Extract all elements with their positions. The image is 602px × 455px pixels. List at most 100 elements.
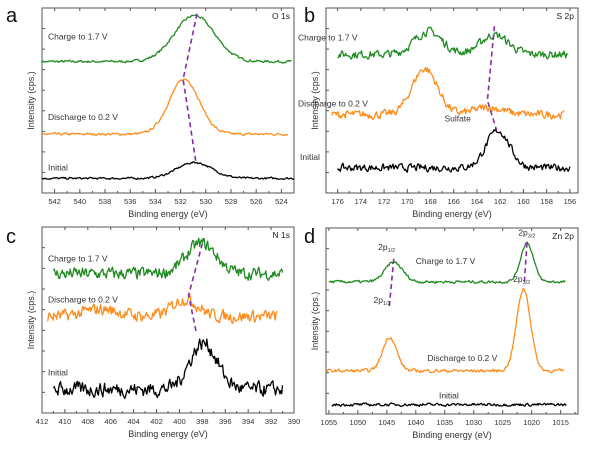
x-tick-label: 1035 [436, 418, 453, 427]
x-tick-label: 392 [265, 417, 278, 426]
x-tick-label: 158 [540, 197, 553, 206]
x-tick-label: 398 [196, 417, 209, 426]
x-tick-label: 164 [471, 197, 484, 206]
series-line-initial [331, 402, 567, 407]
series-line-discharge [42, 78, 289, 137]
element-label: Zn 2p [552, 231, 574, 241]
plot-frame [325, 7, 579, 194]
x-tick-label: 404 [127, 417, 140, 426]
y-axis-label: Intensity (cps.) [26, 291, 36, 350]
element-label: O 1s [272, 11, 290, 21]
x-tick-label: 536 [124, 197, 137, 206]
x-tick-label: 176 [331, 197, 344, 206]
series-line-initial [337, 127, 571, 173]
series-line-initial [52, 338, 284, 400]
x-tick-label: 530 [200, 197, 213, 206]
annotation-subscript: 1/2 [383, 301, 391, 307]
series-line-discharge [331, 66, 565, 120]
x-tick-label: 156 [564, 197, 577, 206]
peak-annotation: 2p3/2 [518, 228, 535, 240]
x-tick-label: 1025 [494, 418, 511, 427]
x-tick-label: 528 [225, 197, 238, 206]
x-tick-label: 168 [424, 197, 437, 206]
plot-frame [325, 227, 579, 415]
peak-annotation: 2p1/2 [378, 242, 395, 254]
peak-shift-guide [523, 242, 528, 286]
series-line-discharge [325, 287, 565, 374]
peak-annotation: 2p1/2 [374, 295, 391, 307]
x-tick-label: 390 [288, 417, 301, 426]
panel-b: b S 2p 176 174 172 170 168 166 164 162 160 158 156 Bi… [298, 5, 579, 219]
series-line-charge [337, 26, 569, 60]
panel-a: a O 1s 542 540 538 536 534 532 530 528 526 524 Bindi… [6, 5, 295, 219]
x-tick-label: 394 [242, 417, 255, 426]
x-tick-label: 1020 [523, 418, 540, 427]
series-label: Initial [48, 162, 68, 172]
series-label: Initial [439, 391, 459, 401]
peak-shift-guide [187, 243, 204, 335]
peak-annotation: Sulfate [444, 114, 471, 124]
x-tick-label: 166 [447, 197, 460, 206]
series-label: Charge to 1.7 V [298, 32, 358, 42]
x-tick-label: 524 [275, 197, 288, 206]
series-label: Discharge to 0.2 V [48, 112, 118, 122]
x-tick-label: 1055 [321, 418, 338, 427]
series-line-charge [41, 14, 292, 64]
x-tick-label: 1015 [552, 418, 569, 427]
x-tick-label: 1040 [407, 418, 424, 427]
x-tick-label: 402 [150, 417, 163, 426]
x-tick-label: 396 [219, 417, 232, 426]
x-axis-label: Binding energy (eV) [412, 209, 492, 219]
series-line-discharge [47, 292, 278, 325]
series-label: Charge to 1.7 V [416, 256, 476, 266]
x-tick-label: 400 [173, 417, 186, 426]
peak-annotation: 2p3/2 [513, 274, 530, 286]
y-axis-label: Intensity (cps.) [310, 71, 320, 130]
x-tick-label: 410 [59, 417, 72, 426]
series-label: Charge to 1.7 V [48, 254, 108, 264]
panel-d: d Zn 2p 1055 1050 1045 1040 1035 1030 1025 1020 10… [304, 226, 579, 440]
x-tick-label: 526 [250, 197, 263, 206]
x-tick-label: 160 [517, 197, 530, 206]
x-tick-label: 162 [494, 197, 507, 206]
x-tick-label: 532 [174, 197, 187, 206]
series-label: Discharge to 0.2 V [427, 353, 497, 363]
x-tick-label: 408 [82, 417, 95, 426]
panel-letter: a [6, 5, 18, 27]
annotation-subscript: 3/2 [523, 280, 531, 286]
annotation-subscript: 1/2 [388, 248, 396, 254]
series-line-initial [41, 161, 295, 181]
panel-letter: d [304, 226, 315, 248]
x-tick-label: 1030 [465, 418, 482, 427]
x-tick-label: 1045 [378, 418, 395, 427]
y-axis-label: Intensity (cps.) [26, 71, 36, 130]
series-label: Initial [48, 367, 68, 377]
x-axis-label: Binding energy (eV) [128, 429, 208, 439]
y-axis-label: Intensity (cps.) [310, 292, 320, 351]
series-line-charge [328, 241, 566, 285]
panel-c: c N 1s 412 410 408 406 404 402 400 398 396 394 392 39… [6, 226, 300, 439]
x-tick-label: 540 [74, 197, 87, 206]
x-axis-label: Binding energy (eV) [128, 209, 208, 219]
element-label: N 1s [273, 230, 290, 240]
x-tick-label: 406 [104, 417, 117, 426]
series-label: Discharge to 0.2 V [48, 294, 118, 304]
x-tick-label: 538 [99, 197, 112, 206]
series-label: Charge to 1.7 V [48, 32, 108, 42]
x-tick-label: 172 [378, 197, 391, 206]
x-tick-label: 412 [36, 417, 49, 426]
x-tick-label: 170 [401, 197, 414, 206]
x-tick-label: 534 [149, 197, 162, 206]
peak-shift-guide [486, 26, 498, 131]
x-tick-label: 542 [48, 197, 61, 206]
x-tick-label: 1050 [350, 418, 367, 427]
series-line-charge [52, 237, 284, 282]
panel-letter: b [304, 5, 315, 27]
series-label: Discharge to 0.2 V [298, 99, 368, 109]
series-label: Initial [300, 152, 320, 162]
x-axis-label: Binding energy (eV) [412, 430, 492, 440]
panel-letter: c [6, 226, 16, 248]
annotation-subscript: 3/2 [528, 234, 536, 240]
x-tick-label: 174 [355, 197, 368, 206]
